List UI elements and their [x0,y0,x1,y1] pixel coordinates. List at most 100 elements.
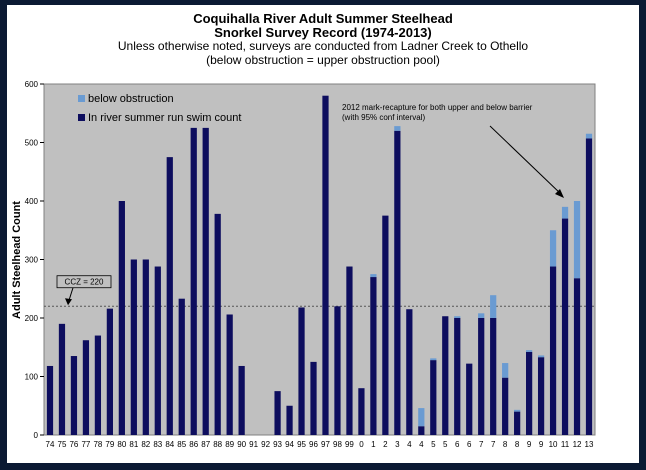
y-tick-label: 600 [25,80,39,89]
bar-in-river [82,340,90,435]
x-tick-label: 4 [407,440,412,449]
x-tick-label: 76 [69,440,78,449]
bar-in-river [490,318,497,435]
bar-in-river [202,127,209,435]
legend-swatch-below-obstruction [78,95,85,102]
bar-in-river [358,388,365,435]
bar-below-obstruction [418,408,425,427]
bar-in-river [370,277,377,435]
bar-in-river [394,130,401,436]
annotation-line-1: 2012 mark-recapture for both upper and b… [342,103,533,112]
x-tick-label: 2 [383,440,388,449]
chart-note-2: (below obstruction = upper obstruction p… [206,53,440,67]
x-tick-label: 9 [527,440,532,449]
y-tick-label: 100 [25,373,39,382]
x-tick-label: 1 [371,440,376,449]
x-tick-label: 93 [273,440,282,449]
bar-in-river [94,335,102,435]
x-tick-label: 7 [479,440,484,449]
bar-in-river [166,157,173,435]
reference-arrow-line [68,287,74,301]
annotation-arrow-line [489,125,563,196]
legend-label-in-river: In river summer run swim count [88,112,241,124]
annotation-line-2: (with 95% conf interval) [342,113,425,122]
bar-in-river [238,365,245,435]
bar-below-obstruction [430,358,437,361]
chart-note-1: Unless otherwise noted, surveys are cond… [117,39,529,53]
x-tick-label: 95 [297,440,306,449]
y-tick-label: 400 [25,197,39,206]
bar-in-river [514,411,521,435]
bar-below-obstruction [585,133,593,139]
x-tick-label: 94 [285,440,294,449]
reference-label-box [56,275,112,289]
x-tick-label: 96 [309,440,318,449]
bar-in-river [454,318,461,435]
bar-in-river [382,215,389,435]
bar-below-obstruction [561,206,569,219]
bar-in-river [406,309,413,435]
bar-in-river [226,314,233,435]
bar-below-obstruction [454,316,461,318]
bar-in-river [274,391,281,435]
x-tick-label: 98 [333,440,342,449]
x-tick-label: 8 [503,440,508,449]
x-tick-label: 79 [105,440,114,449]
x-tick-label: 5 [431,440,436,449]
x-tick-label: 4 [419,440,424,449]
chart-frame: Coquihalla River Adult Summer Steelhead … [7,5,639,463]
bar-below-obstruction [478,313,485,318]
x-axis: 74 75 76 77 78 79 80 81 82 83 84 85 86 87 88 89 90 91 92 93… [46,440,594,449]
bar-below-obstruction [526,350,533,352]
bar-in-river [322,95,329,435]
x-tick-label: 8 [515,440,520,449]
bar-in-river [502,377,509,435]
bar-in-river [442,316,449,435]
x-tick-label: 9 [539,440,544,449]
annotation: 2012 mark-recapture for both upper and b… [342,103,564,198]
x-tick-label: 7 [491,440,496,449]
x-tick-label: 5 [443,440,448,449]
x-tick-label: 6 [467,440,472,449]
x-tick-label: 84 [165,440,174,449]
bar-in-river [46,365,54,435]
bar-below-obstruction [370,274,377,278]
x-tick-label: 86 [189,440,198,449]
x-tick-label: 97 [321,440,330,449]
annotation-arrow-head [555,189,564,198]
bar-below-obstruction [502,363,509,378]
legend-swatch-in-river [78,114,85,121]
bar-in-river [549,266,557,435]
x-tick-label: 85 [177,440,186,449]
x-tick-label: 77 [81,440,90,449]
chart-subtitle: Snorkel Survey Record (1974-2013) [214,25,432,40]
bar-in-river [130,259,137,435]
bar-in-river [466,363,473,435]
x-tick-label: 87 [201,440,210,449]
bar-in-river [142,259,149,435]
x-tick-label: 6 [455,440,460,449]
x-tick-label: 80 [117,440,126,449]
bar-in-river [178,298,185,435]
x-tick-label: 83 [153,440,162,449]
bar-in-river [106,308,113,435]
x-tick-label: 90 [237,440,246,449]
legend-label-below-obstruction: below obstruction [88,93,174,105]
bar-below-obstruction [573,201,581,279]
bar-in-river [573,278,581,435]
reference-label: CCZ = 220 [65,278,104,287]
bar-in-river [346,266,353,435]
plot-area [43,83,596,436]
x-tick-label: 10 [549,440,558,449]
bar-in-river [58,323,66,435]
reference-arrow-head [65,298,72,306]
bar-in-river [430,360,437,435]
bar-in-river [585,138,593,435]
bar-in-river [478,318,485,435]
bars-group [46,95,593,436]
x-tick-label: 11 [561,440,570,449]
x-tick-label: 88 [213,440,222,449]
y-axis-label: Adult Steelhead Count [11,201,23,319]
x-tick-label: 82 [141,440,150,449]
